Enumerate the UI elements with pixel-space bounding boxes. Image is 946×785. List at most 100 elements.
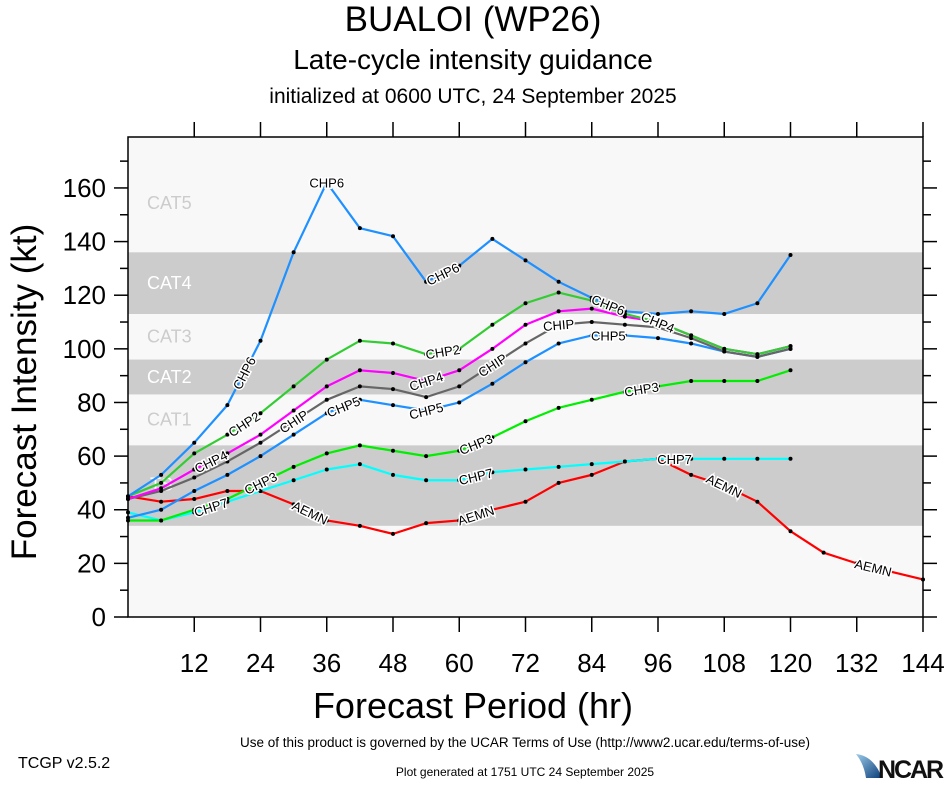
data-point-chp5 (556, 341, 561, 346)
band-label-cat2: CAT2 (147, 367, 192, 387)
line-label-text: CHP6 (309, 176, 344, 191)
x-tick-label: 120 (769, 648, 812, 678)
data-point-chp4 (258, 432, 263, 437)
data-point-chip (225, 459, 230, 464)
data-point-chp7 (622, 459, 627, 464)
data-point-chp7 (689, 456, 694, 461)
data-point-chp2 (291, 384, 296, 389)
data-point-aemn (921, 577, 925, 582)
line-label-chp6: CHP6 (308, 174, 346, 192)
data-point-chp4 (523, 322, 528, 327)
data-point-chp2 (424, 352, 429, 357)
data-point-chp2 (689, 333, 694, 338)
terms-of-use-notice: Use of this product is governed by the U… (240, 735, 810, 750)
chart-subtitle: Late-cycle intensity guidance (293, 44, 653, 75)
ncar-swoosh-icon: NCAR (856, 754, 944, 784)
line-label-text: CHP3 (623, 379, 660, 399)
data-point-chp6 (424, 279, 429, 284)
data-point-chp7 (291, 478, 296, 483)
data-point-chp2 (324, 357, 329, 362)
data-point-aemn (556, 480, 561, 485)
data-point-chp7 (324, 467, 329, 472)
data-point-chp5 (523, 360, 528, 365)
data-point-chp6 (457, 263, 462, 268)
data-point-aemn (159, 499, 164, 504)
y-tick-label: 80 (77, 387, 106, 417)
data-point-chp5 (291, 432, 296, 437)
data-point-chp6 (656, 311, 660, 316)
data-point-aemn (854, 561, 859, 566)
data-point-chip (490, 362, 495, 367)
data-point-chp3 (722, 379, 727, 384)
data-point-chp7 (391, 472, 395, 477)
y-tick-label: 20 (77, 548, 106, 578)
data-point-chp2 (192, 451, 197, 456)
data-point-chp7 (656, 456, 660, 461)
data-point-chp2 (457, 346, 462, 351)
y-tick-label: 60 (77, 441, 106, 471)
data-point-chp6 (291, 250, 296, 255)
data-point-chp3 (589, 397, 594, 402)
data-point-chp5 (589, 333, 594, 338)
data-point-chp5 (689, 341, 694, 346)
y-axis-label: Forecast Intensity (kt) (5, 223, 44, 561)
y-tick-label: 0 (92, 602, 106, 632)
data-point-chp3 (755, 379, 760, 384)
data-point-chp4 (324, 384, 329, 389)
data-point-chp2 (523, 301, 528, 306)
data-point-chip (424, 395, 429, 400)
data-point-chp3 (656, 384, 660, 389)
data-point-chp6 (556, 279, 561, 284)
data-point-chp4 (192, 467, 197, 472)
data-point-chp3 (225, 497, 230, 502)
data-point-chp7 (722, 456, 727, 461)
line-label-chip: CHIP (541, 315, 576, 335)
line-label-chp2: CHP2 (423, 340, 463, 363)
data-point-chp4 (424, 379, 429, 384)
data-point-chp3 (391, 448, 395, 453)
data-point-chip (523, 341, 528, 346)
data-point-chip (589, 320, 594, 325)
data-point-aemn (788, 529, 793, 534)
version-label: TCGP v2.5.2 (18, 755, 111, 772)
band-label-cat3: CAT3 (147, 327, 192, 347)
data-point-chp5 (192, 488, 197, 493)
data-point-chp6 (523, 258, 528, 263)
data-point-chp7 (556, 464, 561, 469)
data-point-aemn (523, 499, 528, 504)
data-point-chp6 (225, 403, 230, 408)
x-tick-label: 108 (703, 648, 746, 678)
data-point-chp7 (126, 510, 130, 515)
data-point-chp6 (159, 472, 164, 477)
data-point-chp3 (622, 389, 627, 394)
data-point-aemn (755, 499, 760, 504)
data-point-chp6 (788, 252, 793, 257)
data-point-chip (622, 322, 627, 327)
x-tick-label: 12 (180, 648, 209, 678)
svg-text:NCAR: NCAR (878, 756, 944, 780)
band-label-cat4: CAT4 (147, 273, 192, 293)
data-point-chp7 (424, 478, 429, 483)
data-point-chp5 (490, 381, 495, 386)
data-point-chip (291, 419, 296, 424)
line-label-text: CHP7 (657, 452, 692, 467)
data-point-chp2 (490, 322, 495, 327)
data-point-chp4 (391, 370, 395, 375)
data-point-chp4 (357, 368, 362, 373)
data-point-chp5 (622, 333, 627, 338)
x-tick-label: 72 (511, 648, 540, 678)
data-point-chp4 (589, 306, 594, 311)
data-point-aemn (192, 497, 197, 502)
data-point-chip (391, 387, 395, 392)
data-point-chp2 (225, 432, 230, 437)
data-point-chp4 (159, 486, 164, 491)
data-point-chp6 (357, 226, 362, 231)
data-point-chp3 (291, 464, 296, 469)
x-tick-label: 60 (445, 648, 474, 678)
data-point-chp6 (324, 180, 329, 185)
line-label-text: CHP5 (591, 328, 626, 343)
data-point-chp5 (258, 454, 263, 459)
data-point-aemn (424, 521, 429, 526)
data-point-chp7 (490, 470, 495, 475)
